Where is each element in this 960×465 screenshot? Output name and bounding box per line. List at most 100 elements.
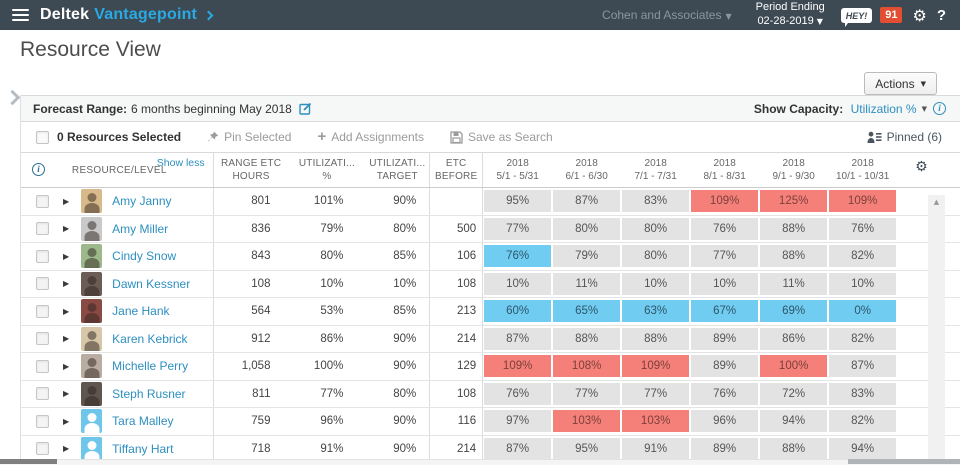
chevron-down-icon[interactable]: ▼ [921, 104, 927, 113]
breadcrumb-chevron-icon[interactable] [203, 10, 214, 21]
period-ending-selector[interactable]: Period Ending 02-28-2019 ▼ [756, 1, 825, 29]
utilization-month-cell[interactable]: 69% [760, 300, 828, 323]
column-header-utilization-target[interactable]: UTILIZATI... TARGET [365, 153, 431, 187]
utilization-month-cell[interactable]: 88% [553, 327, 621, 350]
resource-name-link[interactable]: Cindy Snow [112, 249, 177, 264]
row-expander-icon[interactable]: ▶ [63, 224, 70, 234]
utilization-month-cell[interactable]: 83% [829, 382, 897, 405]
utilization-month-cell[interactable]: 100% [760, 355, 828, 378]
utilization-month-cell[interactable]: 125% [760, 190, 828, 213]
resource-name-link[interactable]: Tiffany Hart [112, 441, 174, 456]
row-checkbox[interactable] [36, 359, 49, 373]
utilization-month-cell[interactable]: 10% [484, 272, 552, 295]
row-checkbox[interactable] [36, 387, 49, 401]
utilization-month-cell[interactable]: 83% [622, 190, 690, 213]
resource-name-link[interactable]: Karen Kebrick [112, 331, 188, 346]
column-header-range-etc-hours[interactable]: RANGE ETC HOURS [221, 157, 282, 183]
row-expander-icon[interactable]: ▶ [63, 416, 70, 426]
resource-name-link[interactable]: Jane Hank [112, 304, 170, 319]
utilization-month-cell[interactable]: 89% [691, 327, 759, 350]
expand-panel-chevron-icon[interactable] [4, 89, 21, 106]
hey-notification-bubble[interactable]: HEY! [840, 7, 873, 27]
edit-forecast-range-icon[interactable] [299, 102, 312, 115]
add-assignments-button[interactable]: + Add Assignments [317, 129, 423, 144]
utilization-month-cell[interactable]: 80% [622, 245, 690, 268]
utilization-month-cell[interactable]: 91% [622, 437, 690, 460]
column-header-month[interactable]: 2018 9/1 - 9/30 [759, 153, 828, 187]
row-checkbox[interactable] [36, 304, 49, 318]
column-header-utilization-pct[interactable]: UTILIZATI... % [298, 157, 355, 183]
utilization-month-cell[interactable]: 77% [622, 382, 690, 405]
utilization-month-cell[interactable]: 95% [553, 437, 621, 460]
utilization-month-cell[interactable]: 88% [760, 217, 828, 240]
resource-name-link[interactable]: Amy Miller [112, 221, 169, 236]
app-logo[interactable]: Deltek Vantagepoint [40, 6, 214, 24]
utilization-month-cell[interactable]: 10% [829, 272, 897, 295]
utilization-month-cell[interactable]: 103% [622, 410, 690, 433]
utilization-month-cell[interactable]: 94% [829, 437, 897, 460]
utilization-month-cell[interactable]: 82% [829, 410, 897, 433]
show-less-link[interactable]: Show less [156, 157, 205, 169]
utilization-month-cell[interactable]: 65% [553, 300, 621, 323]
utilization-month-cell[interactable]: 76% [484, 245, 552, 268]
utilization-month-cell[interactable]: 76% [829, 217, 897, 240]
help-icon[interactable]: ? [936, 6, 946, 24]
utilization-month-cell[interactable]: 80% [622, 217, 690, 240]
row-checkbox[interactable] [36, 194, 49, 208]
utilization-month-cell[interactable]: 108% [553, 355, 621, 378]
row-expander-icon[interactable]: ▶ [63, 279, 70, 289]
utilization-month-cell[interactable]: 109% [484, 355, 552, 378]
utilization-month-cell[interactable]: 76% [691, 382, 759, 405]
vertical-scrollbar[interactable]: ▲ [928, 195, 945, 463]
utilization-month-cell[interactable]: 76% [484, 382, 552, 405]
utilization-month-cell[interactable]: 79% [553, 245, 621, 268]
column-header-month[interactable]: 2018 8/1 - 8/31 [690, 153, 759, 187]
notification-count-badge[interactable]: 91 [880, 7, 903, 23]
resource-name-link[interactable]: Steph Rusner [112, 386, 186, 401]
row-expander-icon[interactable]: ▶ [63, 361, 70, 371]
column-header-month[interactable]: 2018 7/1 - 7/31 [621, 153, 690, 187]
column-header-month[interactable]: 2018 5/1 - 5/31 [483, 153, 552, 187]
utilization-month-cell[interactable]: 88% [760, 245, 828, 268]
utilization-month-cell[interactable]: 103% [553, 410, 621, 433]
utilization-month-cell[interactable]: 89% [691, 437, 759, 460]
utilization-month-cell[interactable]: 88% [760, 437, 828, 460]
utilization-month-cell[interactable]: 77% [484, 217, 552, 240]
row-checkbox[interactable] [36, 442, 49, 456]
utilization-month-cell[interactable]: 87% [829, 355, 897, 378]
utilization-month-cell[interactable]: 109% [691, 190, 759, 213]
resource-info-icon[interactable]: i [32, 163, 45, 176]
row-checkbox[interactable] [36, 249, 49, 263]
horizontal-scrollbar-thumb[interactable] [0, 459, 57, 464]
row-checkbox[interactable] [36, 277, 49, 291]
actions-button[interactable]: Actions ▼ [864, 72, 937, 95]
utilization-month-cell[interactable]: 11% [760, 272, 828, 295]
utilization-month-cell[interactable]: 77% [553, 382, 621, 405]
utilization-month-cell[interactable]: 82% [829, 245, 897, 268]
utilization-month-cell[interactable]: 0% [829, 300, 897, 323]
scroll-up-arrow-icon[interactable]: ▲ [933, 198, 940, 206]
utilization-month-cell[interactable]: 63% [622, 300, 690, 323]
select-all-checkbox[interactable] [36, 130, 49, 144]
utilization-month-cell[interactable]: 86% [760, 327, 828, 350]
column-header-month[interactable]: 2018 10/1 - 10/31 [828, 153, 897, 187]
utilization-month-cell[interactable]: 97% [484, 410, 552, 433]
pinned-filter-button[interactable]: Pinned (6) [867, 130, 942, 144]
row-checkbox[interactable] [36, 222, 49, 236]
utilization-month-cell[interactable]: 109% [622, 355, 690, 378]
utilization-month-cell[interactable]: 87% [484, 437, 552, 460]
company-selector[interactable]: Cohen and Associates ▼ [602, 8, 732, 22]
utilization-month-cell[interactable]: 72% [760, 382, 828, 405]
row-checkbox[interactable] [36, 414, 49, 428]
utilization-month-cell[interactable]: 87% [553, 190, 621, 213]
column-header-month[interactable]: 2018 6/1 - 6/30 [552, 153, 621, 187]
row-expander-icon[interactable]: ▶ [63, 389, 70, 399]
capacity-info-icon[interactable]: i [933, 102, 946, 115]
utilization-month-cell[interactable]: 76% [691, 217, 759, 240]
pin-selected-button[interactable]: Pin Selected [207, 130, 291, 144]
show-capacity-dropdown[interactable]: Utilization % [850, 101, 917, 116]
utilization-month-cell[interactable]: 87% [484, 327, 552, 350]
row-expander-icon[interactable]: ▶ [63, 196, 70, 206]
utilization-month-cell[interactable]: 10% [622, 272, 690, 295]
column-header-resource-level[interactable]: RESOURCE/LEVEL [71, 164, 167, 176]
